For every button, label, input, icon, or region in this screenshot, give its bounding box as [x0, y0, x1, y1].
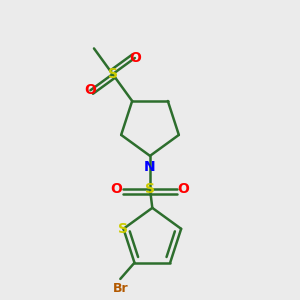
Text: O: O — [111, 182, 123, 196]
Text: N: N — [144, 160, 156, 175]
Text: S: S — [108, 67, 118, 81]
Text: O: O — [85, 83, 96, 97]
Text: O: O — [129, 51, 141, 65]
Text: S: S — [145, 182, 155, 196]
Text: O: O — [177, 182, 189, 196]
Text: S: S — [118, 222, 128, 236]
Text: Br: Br — [112, 282, 128, 296]
